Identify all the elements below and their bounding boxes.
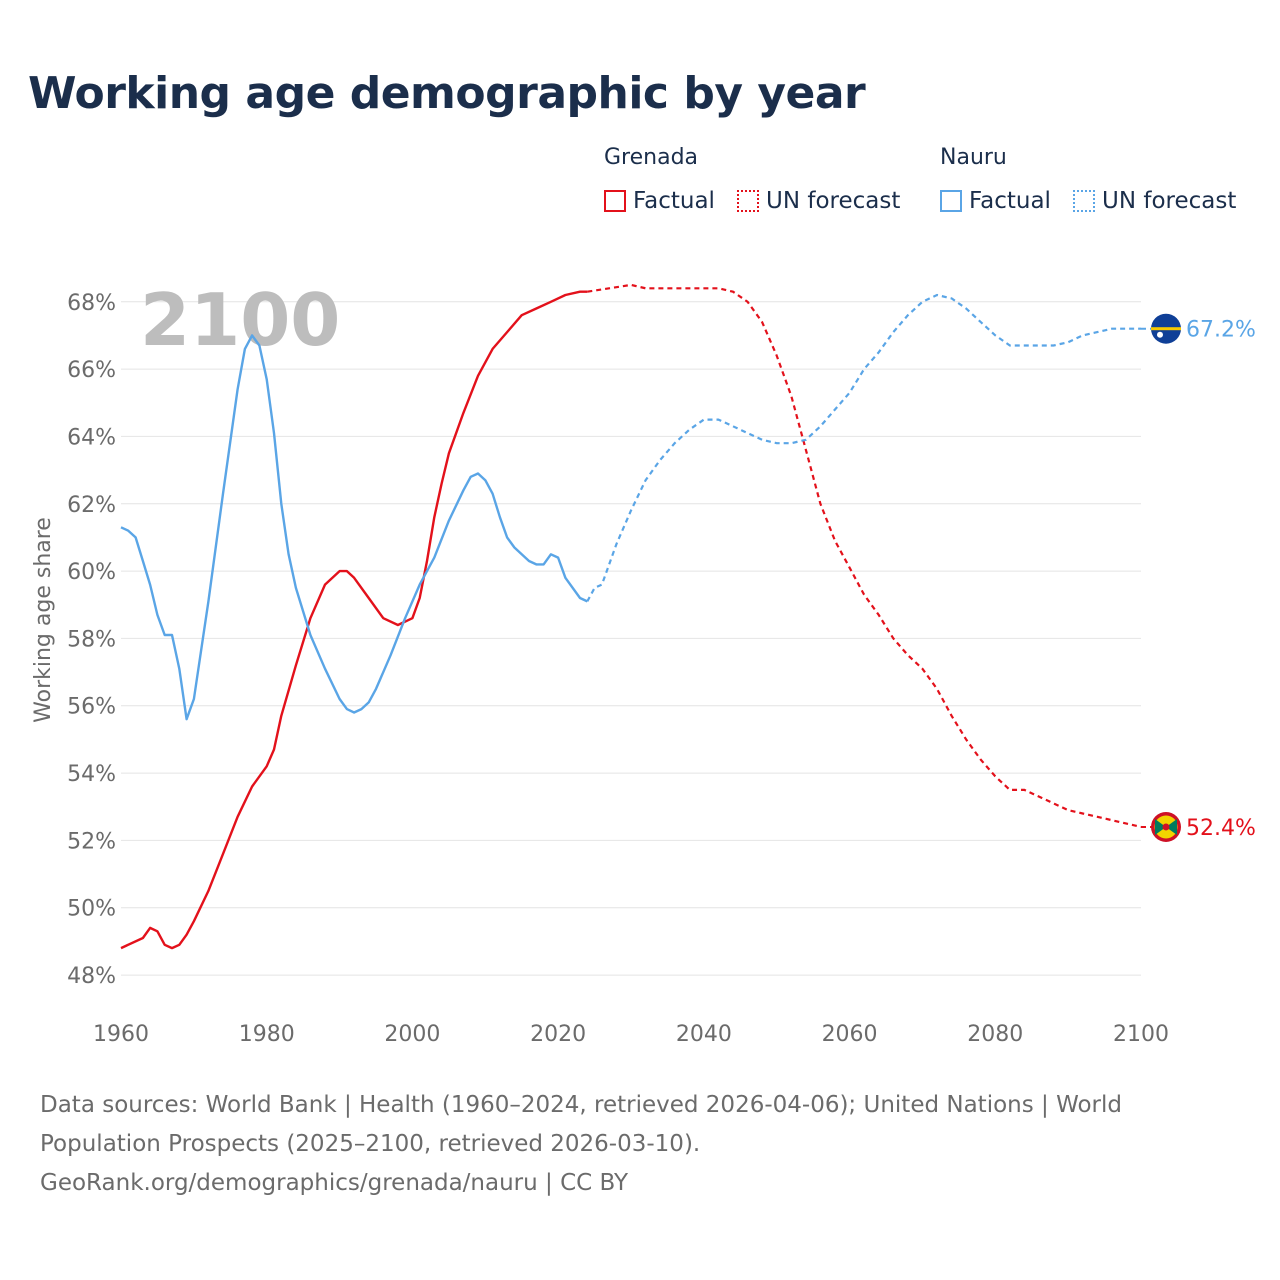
series-grenada-forecast — [587, 283, 1142, 828]
flag-triangle-right — [1166, 818, 1177, 835]
legend-group-nauru: Nauru — [940, 145, 1007, 170]
nauru-flag — [1151, 313, 1181, 344]
y-tick-label: 60% — [67, 560, 116, 585]
x-tick-label: 1980 — [239, 1022, 295, 1047]
y-tick-label: 66% — [67, 358, 116, 383]
year-display: 2100 — [140, 278, 340, 362]
flag-stripe — [1151, 327, 1181, 331]
y-tick-label: 56% — [67, 695, 116, 720]
legend-label: UN forecast — [1102, 188, 1237, 214]
legend-label: UN forecast — [766, 188, 901, 214]
end-value-label: 52.4% — [1186, 816, 1256, 841]
y-tick-label: 54% — [67, 762, 116, 787]
y-tick-label: 68% — [67, 291, 116, 316]
footer-sources-line1: Data sources: World Bank | Health (1960–… — [40, 1092, 1122, 1118]
legend-item-grenada-forecast[interactable]: UN forecast — [737, 186, 900, 216]
x-tick-label: 2060 — [822, 1022, 878, 1047]
end-value-label: 67.2% — [1186, 318, 1256, 343]
gridlines — [121, 301, 1141, 976]
x-tick-label: 2000 — [384, 1022, 440, 1047]
x-tick-label: 2040 — [676, 1022, 732, 1047]
x-axis-ticks: 1960 1980 2000 2020 2040 2060 2080 2100 — [93, 1022, 1169, 1047]
legend-label: Factual — [633, 188, 715, 214]
y-tick-label: 64% — [67, 425, 116, 450]
series-lines — [120, 283, 1142, 950]
legend-swatch-dotted — [1073, 190, 1095, 212]
y-tick-label: 50% — [67, 897, 116, 922]
x-tick-label: 2080 — [967, 1022, 1023, 1047]
footer-sources-line2: Population Prospects (2025–2100, retriev… — [40, 1131, 701, 1157]
y-tick-label: 58% — [67, 627, 116, 652]
footer: Data sources: World Bank | Health (1960–… — [40, 1086, 1190, 1203]
legend-swatch-dotted — [737, 190, 759, 212]
y-axis-title: Working age share — [31, 517, 56, 723]
series-grenada-factual — [120, 290, 588, 950]
line-chart: 48%50%52%54%56%58%60%62%64%66%68% 1960 19… — [31, 278, 1256, 1047]
y-tick-label: 52% — [67, 829, 116, 854]
legend-group-grenada: Grenada — [604, 145, 699, 170]
flag-triangle-left — [1155, 818, 1166, 835]
y-tick-label: 48% — [67, 964, 116, 989]
legend-swatch-solid — [604, 190, 626, 212]
footer-credit[interactable]: GeoRank.org/demographics/grenada/nauru |… — [40, 1170, 629, 1196]
x-tick-label: 2020 — [530, 1022, 586, 1047]
series-nauru-factual — [120, 334, 588, 721]
series-nauru-forecast — [586, 293, 1141, 602]
legend-item-nauru-factual[interactable]: Factual — [940, 186, 1051, 216]
x-tick-label: 1960 — [93, 1022, 149, 1047]
x-tick-label: 2100 — [1113, 1022, 1169, 1047]
legend-swatch-solid — [940, 190, 962, 212]
flag-center — [1162, 823, 1170, 831]
legend-item-nauru-forecast[interactable]: UN forecast — [1073, 186, 1236, 216]
end-markers: 52.4% 67.2% — [1141, 313, 1256, 842]
flag-star — [1157, 331, 1163, 338]
legend-label: Factual — [969, 188, 1051, 214]
y-axis-ticks: 48% 50% 52% 54% 56% 58% 60% 62% 64% 66% 68% — [67, 291, 116, 989]
grenada-flag — [1151, 811, 1181, 842]
y-tick-label: 62% — [67, 493, 116, 518]
chart-title: Working age demographic by year — [28, 68, 866, 119]
legend-item-grenada-factual[interactable]: Factual — [604, 186, 715, 216]
